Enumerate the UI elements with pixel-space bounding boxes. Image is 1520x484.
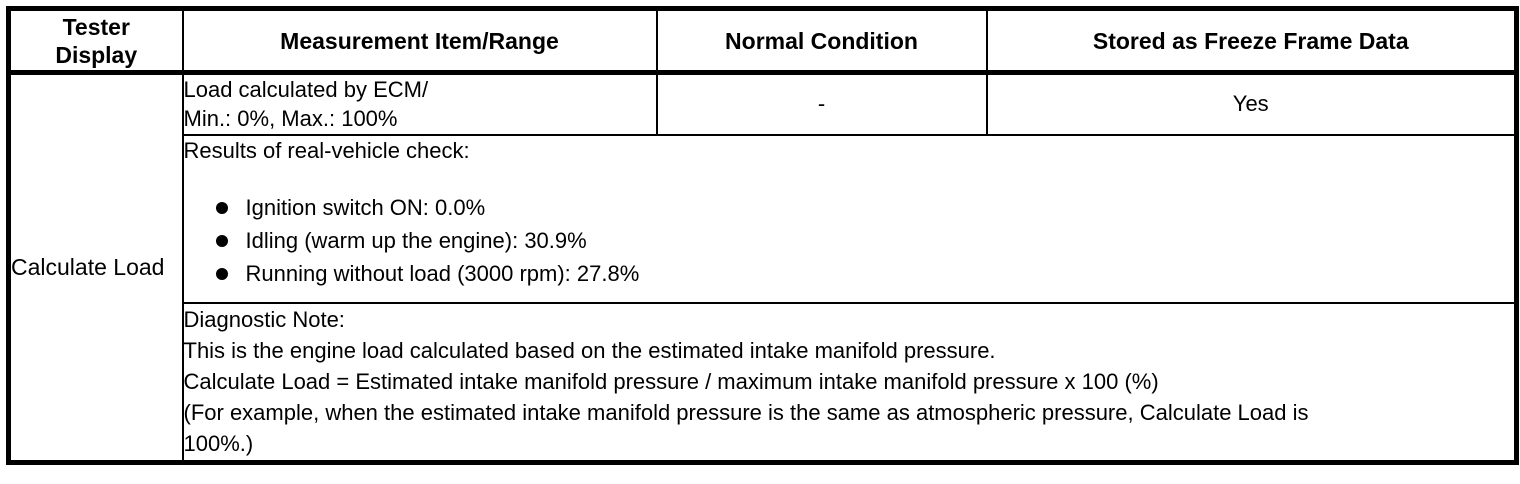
list-item: Ignition switch ON: 0.0%	[184, 192, 1515, 225]
note-row: Diagnostic Note: This is the engine load…	[9, 301, 1518, 464]
results-row: Results of real-vehicle check: Ignition …	[9, 133, 1518, 304]
measurement-line-2: Min.: 0%, Max.: 100%	[183, 106, 398, 131]
list-item: Idling (warm up the engine): 30.9%	[184, 225, 1515, 258]
bullet-icon	[215, 235, 228, 247]
bullet-icon	[215, 268, 228, 280]
bullet-icon	[215, 202, 228, 214]
note-line: 100%.)	[183, 430, 254, 456]
result-item-label: Ignition switch ON: 0.0%	[245, 195, 486, 220]
result-item-label: Idling (warm up the engine): 30.9%	[245, 228, 587, 253]
diagnostic-data-table: Tester Display Measurement Item/Range No…	[6, 6, 1519, 465]
header-normal-condition: Normal Condition	[655, 7, 988, 75]
result-item-label: Running without load (3000 rpm): 27.8%	[245, 261, 640, 286]
measurement-item-cell: Load calculated by ECM/ Min.: 0%, Max.: …	[181, 71, 658, 136]
header-stored-as-freeze-frame-data: Stored as Freeze Frame Data	[985, 7, 1518, 75]
note-line: Diagnostic Note:	[183, 306, 345, 332]
list-item: Running without load (3000 rpm): 27.8%	[184, 258, 1515, 291]
note-line: (For example, when the estimated intake …	[183, 399, 1309, 425]
measurement-row: Calculate Load Load calculated by ECM/ M…	[7, 71, 1518, 464]
note-line: This is the engine load calculated based…	[183, 337, 996, 363]
header-row: Tester Display Measurement Item/Range No…	[7, 7, 1518, 75]
freeze-frame-value: Yes	[985, 71, 1518, 136]
diagnostic-note-cell: Diagnostic Note: This is the engine load…	[181, 301, 1518, 464]
results-intro: Results of real-vehicle check:	[183, 137, 470, 163]
note-line: Calculate Load = Estimated intake manifo…	[183, 368, 1159, 394]
header-measurement-item-range: Measurement Item/Range	[181, 7, 658, 75]
results-cell: Results of real-vehicle check: Ignition …	[181, 133, 1518, 304]
measurement-line-1: Load calculated by ECM/	[183, 77, 429, 102]
normal-condition-value: -	[655, 71, 988, 136]
header-tester-display: Tester Display	[7, 7, 184, 75]
tester-display-value-cell: Calculate Load	[7, 71, 184, 464]
